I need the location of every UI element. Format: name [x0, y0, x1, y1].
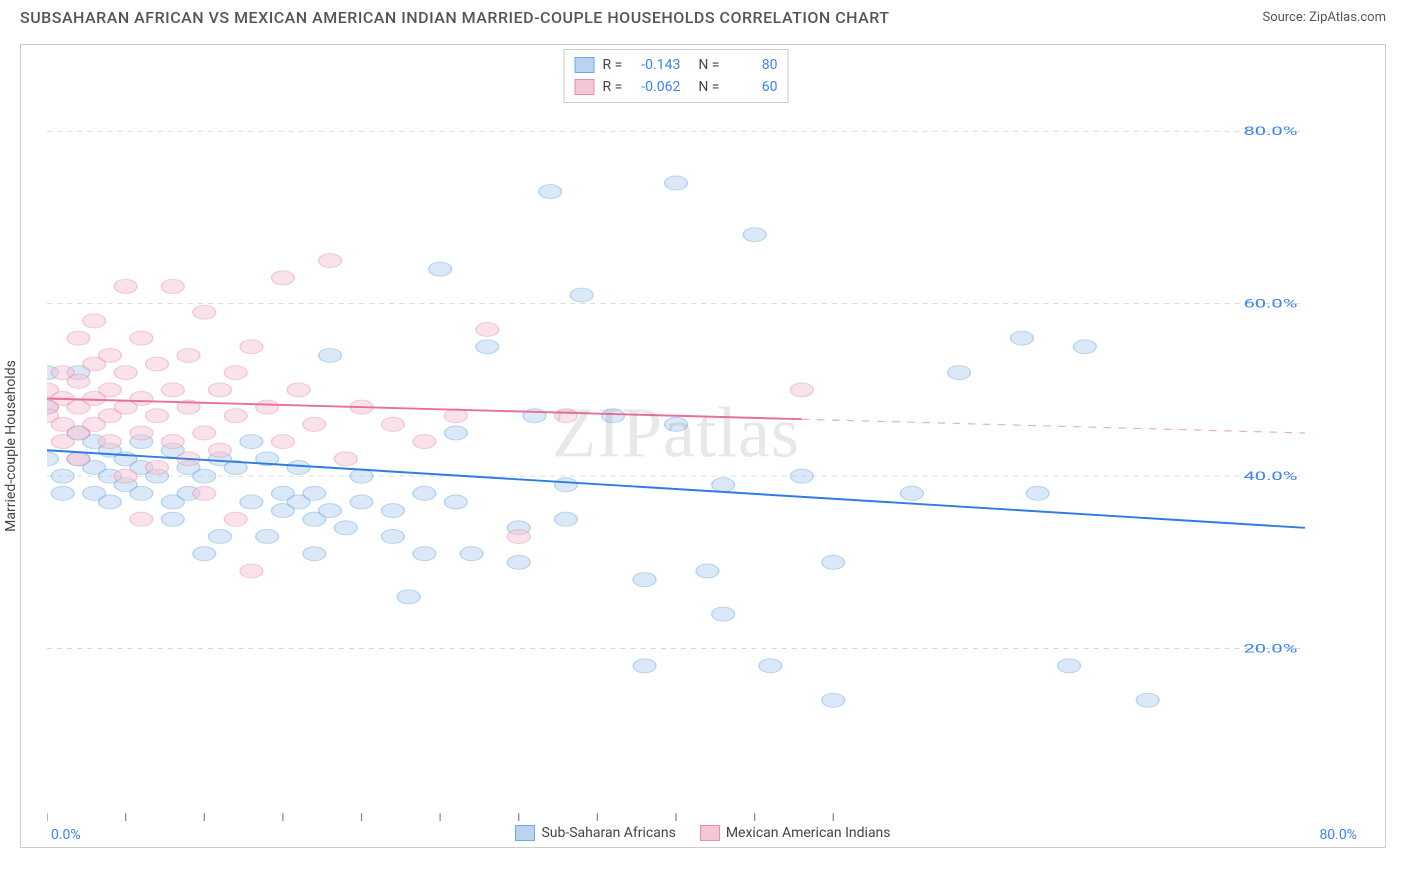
legend-swatch-icon: [515, 825, 535, 841]
legend-swatch-icon: [575, 57, 595, 73]
svg-text:60.0%: 60.0%: [1243, 296, 1297, 311]
legend-label: Sub-Saharan Africans: [541, 825, 675, 841]
svg-text:80.0%: 80.0%: [1243, 124, 1297, 139]
stats-row: R = -0.062 N = 60: [575, 76, 778, 98]
r-label: R =: [603, 57, 623, 73]
stats-row: R = -0.143 N = 80: [575, 54, 778, 76]
legend-item: Sub-Saharan Africans: [515, 825, 675, 841]
stats-legend: R = -0.143 N = 80 R = -0.062 N = 60: [564, 49, 789, 103]
legend-swatch-icon: [575, 79, 595, 95]
y-axis-label: Married-couple Households: [3, 360, 19, 532]
r-label: R =: [603, 79, 623, 95]
svg-text:20.0%: 20.0%: [1243, 641, 1297, 656]
r-value: -0.062: [630, 79, 680, 95]
chart-container: Married-couple Households 20.0%40.0%60.0…: [20, 44, 1386, 848]
plot-area: 20.0%40.0%60.0%80.0% ZIPatlas R = -0.143…: [47, 45, 1305, 821]
n-label: N =: [698, 57, 719, 73]
r-value: -0.143: [630, 57, 680, 73]
legend-item: Mexican American Indians: [700, 825, 891, 841]
source-attribution: Source: ZipAtlas.com: [1262, 10, 1386, 25]
svg-text:40.0%: 40.0%: [1243, 469, 1297, 484]
n-value: 80: [727, 57, 777, 73]
legend-swatch-icon: [700, 825, 720, 841]
legend-label: Mexican American Indians: [726, 825, 891, 841]
bottom-legend: Sub-Saharan Africans Mexican American In…: [21, 825, 1385, 841]
scatter-plot: 20.0% 40.0% 60.0% 80.0%: [47, 45, 1305, 821]
n-label: N =: [698, 79, 719, 95]
chart-title: SUBSAHARAN AFRICAN VS MEXICAN AMERICAN I…: [20, 8, 890, 27]
n-value: 60: [727, 79, 777, 95]
